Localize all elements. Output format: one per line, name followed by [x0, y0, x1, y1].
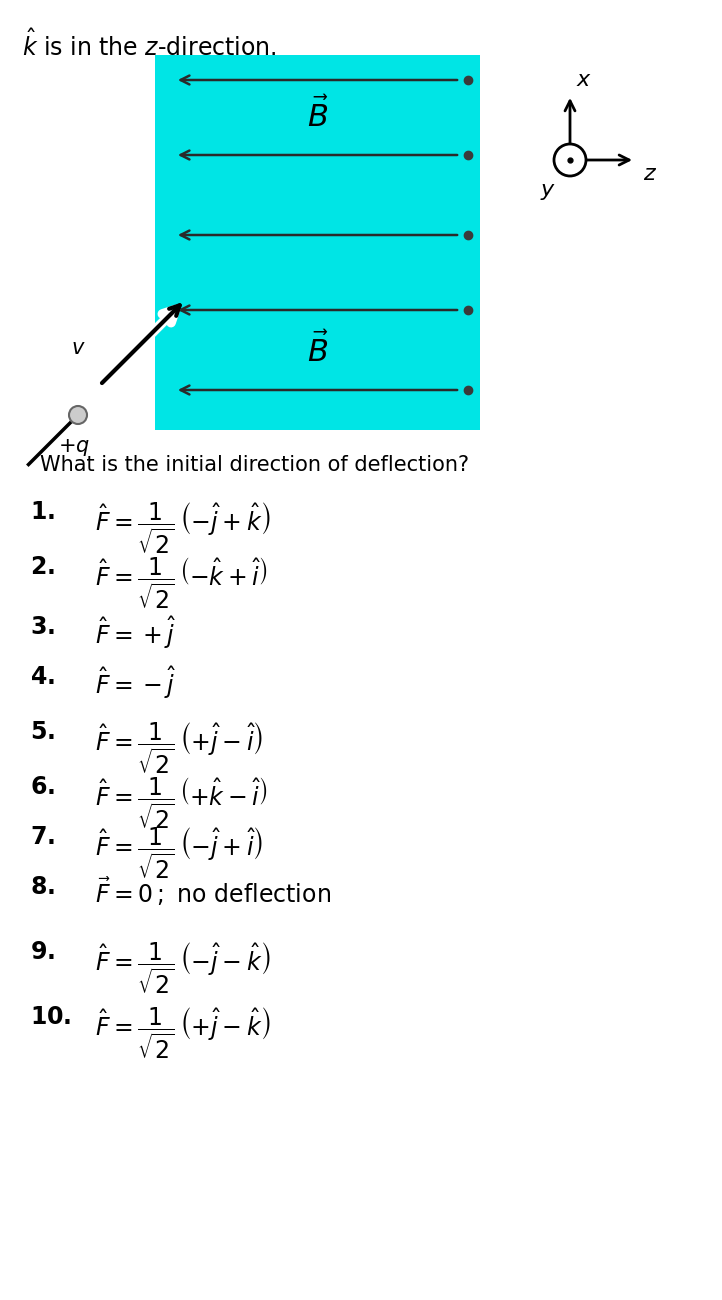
- Text: $y$: $y$: [540, 182, 556, 202]
- Text: $\hat{F} = \dfrac{1}{\sqrt{2}}\,\left(+\hat{j}-\hat{i}\right)$: $\hat{F} = \dfrac{1}{\sqrt{2}}\,\left(+\…: [95, 720, 264, 776]
- Text: $\hat{F} = \dfrac{1}{\sqrt{2}}\,\left(-\hat{k}+\hat{i}\right)$: $\hat{F} = \dfrac{1}{\sqrt{2}}\,\left(-\…: [95, 555, 267, 611]
- Text: $\vec{F} = 0\,;\ \mathrm{no\ deflection}$: $\vec{F} = 0\,;\ \mathrm{no\ deflection}…: [95, 875, 331, 907]
- Text: $\mathbf{4.}$: $\mathbf{4.}$: [30, 666, 55, 689]
- Text: $\hat{F} = \dfrac{1}{\sqrt{2}}\,\left(-\hat{j}+\hat{k}\right)$: $\hat{F} = \dfrac{1}{\sqrt{2}}\,\left(-\…: [95, 500, 271, 556]
- Text: $\hat{F} = \dfrac{1}{\sqrt{2}}\,\left(+\hat{j}-\hat{k}\right)$: $\hat{F} = \dfrac{1}{\sqrt{2}}\,\left(+\…: [95, 1005, 271, 1061]
- Text: $\mathbf{10.}$: $\mathbf{10.}$: [30, 1005, 71, 1030]
- Text: $\mathbf{5.}$: $\mathbf{5.}$: [30, 720, 55, 744]
- Text: $x$: $x$: [576, 70, 592, 90]
- Text: $\hat{F} = \dfrac{1}{\sqrt{2}}\,\left(+\hat{k}-\hat{i}\right)$: $\hat{F} = \dfrac{1}{\sqrt{2}}\,\left(+\…: [95, 775, 267, 831]
- Text: $\hat{k}$ is in the $z$-direction.: $\hat{k}$ is in the $z$-direction.: [22, 30, 277, 61]
- Text: $\mathbf{6.}$: $\mathbf{6.}$: [30, 775, 55, 800]
- Text: $z$: $z$: [643, 164, 657, 185]
- Text: $\vec{B}$: $\vec{B}$: [307, 98, 329, 133]
- Circle shape: [69, 406, 87, 424]
- Text: $\mathbf{7.}$: $\mathbf{7.}$: [30, 826, 55, 849]
- Circle shape: [554, 144, 586, 176]
- Text: $\hat{F} = \dfrac{1}{\sqrt{2}}\,\left(-\hat{j}-\hat{k}\right)$: $\hat{F} = \dfrac{1}{\sqrt{2}}\,\left(-\…: [95, 940, 271, 996]
- Text: What is the initial direction of deflection?: What is the initial direction of deflect…: [40, 455, 469, 474]
- Text: $\mathbf{1.}$: $\mathbf{1.}$: [30, 500, 55, 524]
- Text: $v$: $v$: [71, 338, 85, 358]
- Text: $+q$: $+q$: [58, 437, 90, 458]
- Text: $\hat{F} = -\hat{j}$: $\hat{F} = -\hat{j}$: [95, 666, 177, 702]
- Text: $\mathbf{9.}$: $\mathbf{9.}$: [30, 940, 55, 965]
- Text: $\mathbf{8.}$: $\mathbf{8.}$: [30, 875, 55, 900]
- Text: $\vec{B}$: $\vec{B}$: [307, 332, 329, 368]
- Text: $\hat{F} = \dfrac{1}{\sqrt{2}}\,\left(-\hat{j}+\hat{i}\right)$: $\hat{F} = \dfrac{1}{\sqrt{2}}\,\left(-\…: [95, 826, 264, 881]
- Text: $\hat{F} = +\hat{j}$: $\hat{F} = +\hat{j}$: [95, 615, 177, 651]
- Text: $\mathbf{2.}$: $\mathbf{2.}$: [30, 555, 55, 578]
- Text: $\mathbf{3.}$: $\mathbf{3.}$: [30, 615, 55, 640]
- Bar: [155, 55, 480, 430]
